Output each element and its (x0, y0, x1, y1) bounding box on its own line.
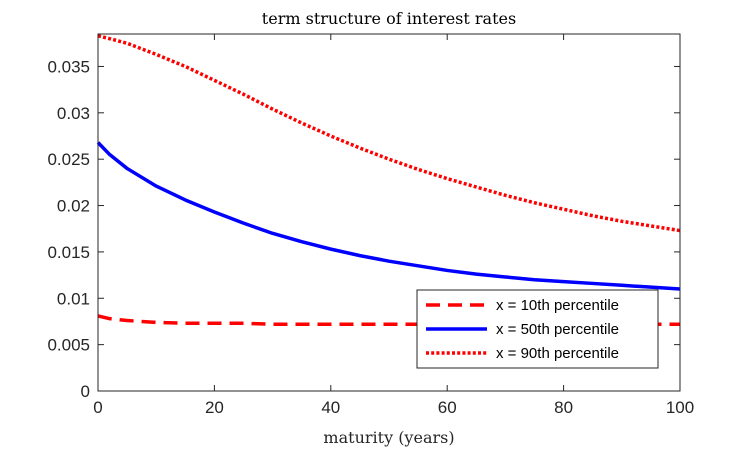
legend: x = 10th percentile x = 50th percentile x … (416, 289, 659, 369)
x-tick-label: 40 (321, 398, 340, 417)
y-tick-label: 0.03 (57, 104, 90, 123)
y-tick-label: 0.02 (57, 197, 90, 216)
series-layer (96, 34, 681, 326)
y-axis: 0 0.005 0.01 0.015 0.02 0.025 0.03 0.035 (47, 57, 680, 401)
legend-entry-1: x = 10th percentile (496, 297, 619, 314)
y-tick-label: 0.035 (47, 57, 90, 76)
series-line-2 (96, 141, 681, 291)
x-axis-label: maturity (years) (323, 428, 454, 447)
y-tick-label: 0.025 (47, 150, 90, 169)
y-tick-label: 0.015 (47, 243, 90, 262)
legend-entry-2: x = 50th percentile (496, 321, 619, 338)
plot-border (97, 33, 681, 392)
plot-area: 0 20 40 60 80 100 0 0.005 0.01 0.015 0.02 0.025 0.0… (47, 33, 694, 417)
chart-title: term structure of interest rates (262, 9, 516, 28)
x-tick-label: 0 (93, 398, 102, 417)
y-tick-label: 0.01 (57, 289, 90, 308)
y-tick-label: 0 (81, 382, 90, 401)
x-tick-label: 20 (205, 398, 224, 417)
x-tick-label: 100 (666, 398, 694, 417)
series-line-1 (97, 314, 680, 326)
y-tick-label: 0.005 (47, 336, 90, 355)
x-tick-label: 60 (438, 398, 457, 417)
legend-entry-3: x = 90th percentile (496, 345, 619, 362)
x-tick-label: 80 (554, 398, 573, 417)
x-axis: 0 20 40 60 80 100 (93, 34, 694, 417)
